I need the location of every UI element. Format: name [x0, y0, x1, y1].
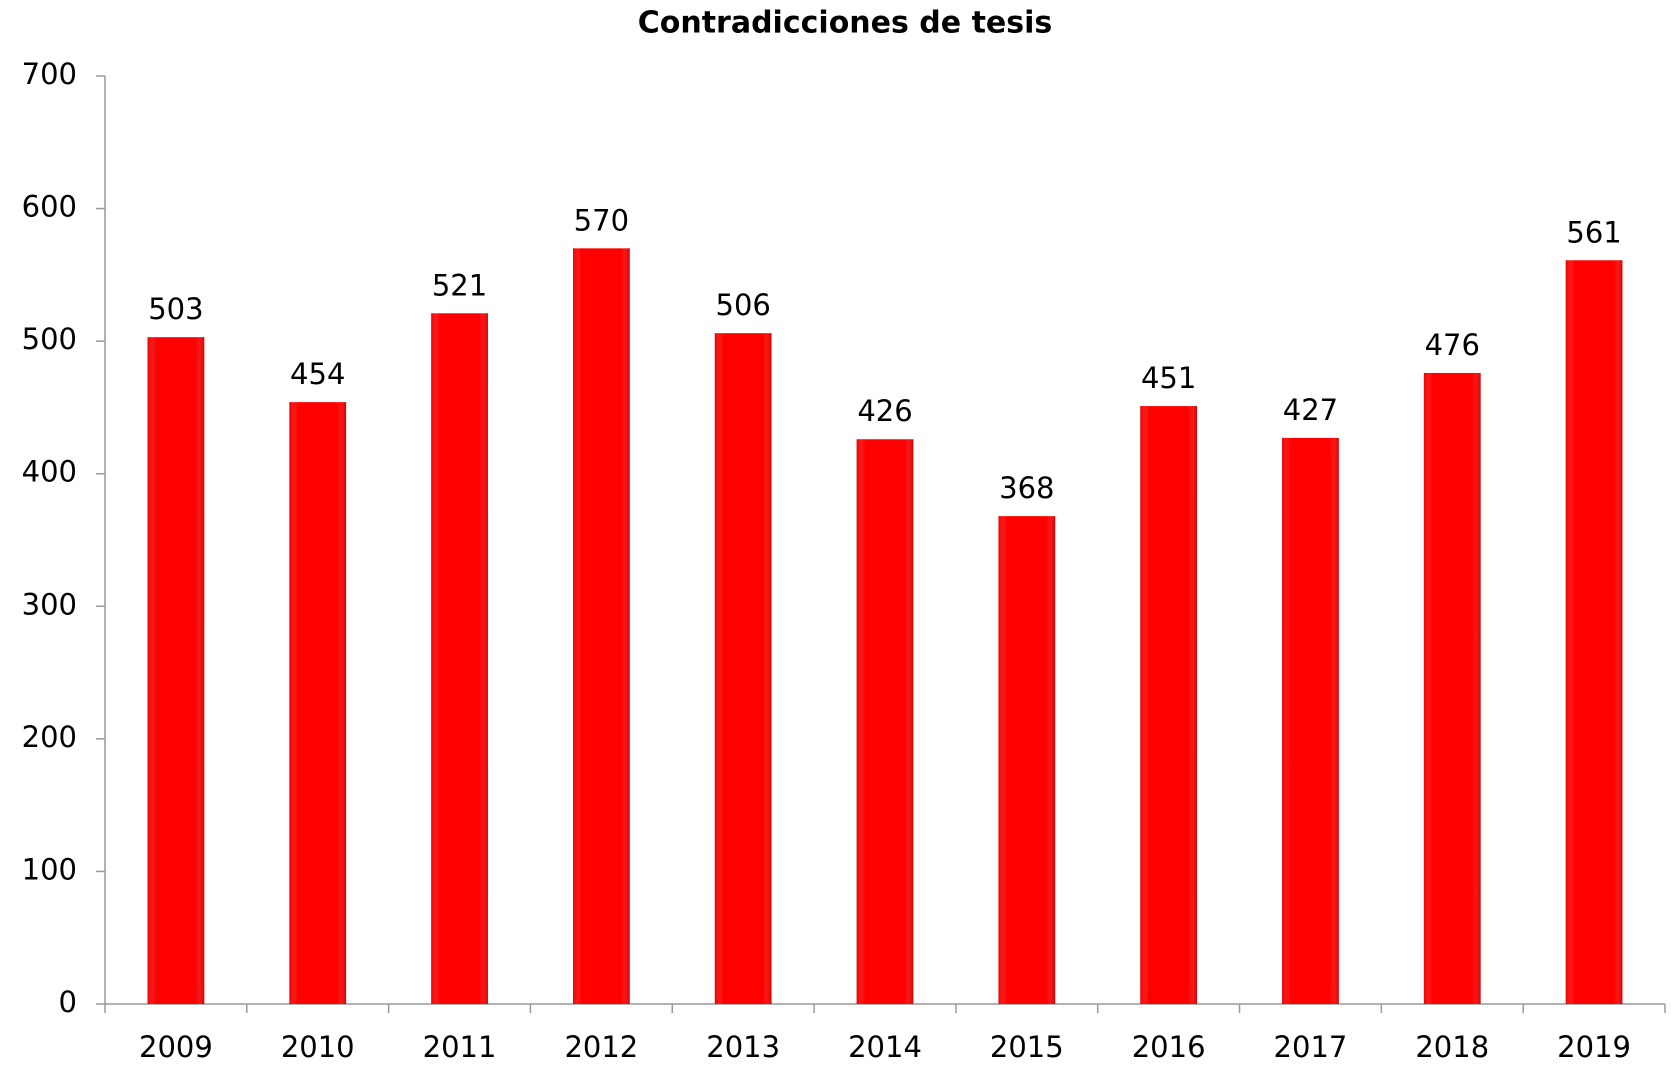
x-tick-label: 2016	[1132, 1030, 1206, 1064]
bar-shade	[1423, 372, 1481, 1005]
y-tick-label: 600	[22, 190, 77, 224]
bar-shade	[1282, 437, 1339, 1004]
y-tick-label: 300	[22, 587, 77, 621]
x-tick-label: 2011	[423, 1030, 497, 1064]
bar-shade	[431, 313, 488, 1004]
y-tick-label: 200	[22, 720, 77, 754]
value-label: 476	[1425, 328, 1480, 362]
value-label: 561	[1566, 215, 1621, 249]
x-tick-label: 2014	[848, 1030, 922, 1064]
x-tick-label: 2010	[281, 1030, 355, 1064]
x-tick-label: 2009	[139, 1030, 213, 1064]
value-label: 451	[1141, 361, 1196, 395]
x-tick-label: 2018	[1415, 1030, 1489, 1064]
bar-shade	[147, 337, 205, 1004]
value-label: 454	[290, 357, 345, 391]
bar-shade	[856, 439, 914, 1004]
x-tick-label: 2017	[1274, 1030, 1348, 1064]
y-tick-label: 500	[22, 322, 77, 356]
value-label: 506	[716, 288, 771, 322]
bar-shade	[1140, 406, 1197, 1004]
value-label: 427	[1283, 393, 1338, 427]
y-tick-label: 700	[22, 57, 77, 91]
value-label: 570	[574, 203, 629, 237]
bar-shade	[1565, 260, 1623, 1004]
bar-shade	[289, 402, 347, 1004]
x-tick-label: 2013	[706, 1030, 780, 1064]
bar-shade	[714, 333, 772, 1004]
y-tick-label: 400	[22, 455, 77, 489]
bar-shade	[998, 516, 1056, 1004]
x-tick-label: 2019	[1557, 1030, 1631, 1064]
value-label: 368	[999, 471, 1054, 505]
value-label: 521	[432, 268, 487, 302]
chart-title: Contradicciones de tesis	[638, 6, 1053, 41]
x-tick-label: 2015	[990, 1030, 1064, 1064]
x-tick-label: 2012	[564, 1030, 638, 1064]
bar-shade	[573, 248, 630, 1005]
value-label: 503	[148, 292, 203, 326]
y-tick-label: 0	[59, 985, 77, 1019]
y-tick-label: 100	[22, 852, 77, 886]
value-label: 426	[857, 394, 912, 428]
